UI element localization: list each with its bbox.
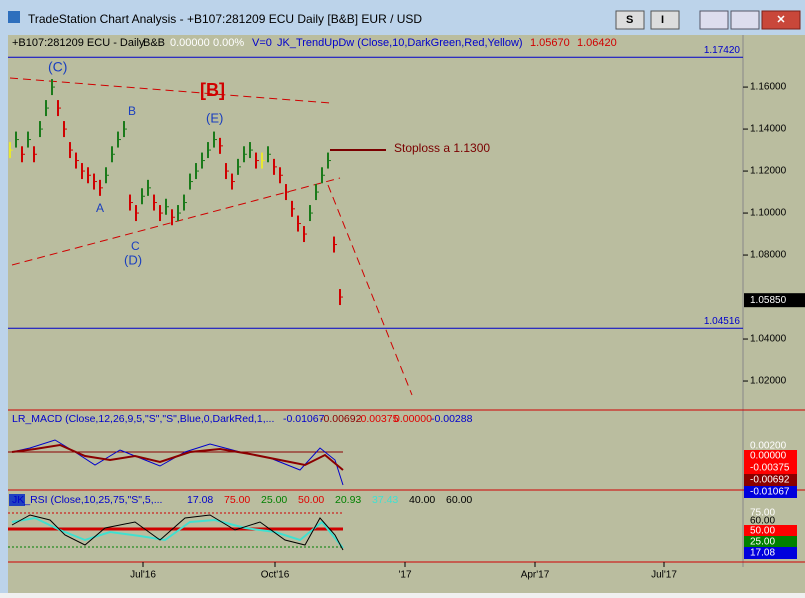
rsi-axis-box bbox=[744, 547, 797, 559]
x-tick-label: Jul'16 bbox=[130, 570, 156, 581]
wave-label: [B] bbox=[200, 80, 225, 100]
rsi-label: JK_RSI (Close,10,25,75,"S",5,... bbox=[12, 494, 162, 506]
wave-label: (C) bbox=[48, 59, 67, 75]
macd-signal bbox=[11, 443, 344, 471]
s-button-label: S bbox=[626, 14, 633, 26]
macd-axis-label: 0.00200 bbox=[750, 441, 787, 452]
rsi-value: 20.93 bbox=[335, 494, 361, 506]
x-tick-label: Apr'17 bbox=[521, 570, 550, 581]
time-axis-area bbox=[8, 567, 805, 593]
macd-label: LR_MACD (Close,12,26,9,5,"S","S",Blue,0,… bbox=[12, 413, 274, 425]
level-label: 1.17420 bbox=[704, 45, 741, 56]
macd-value: -0.00375 bbox=[357, 413, 399, 425]
macd-axis-box bbox=[744, 462, 797, 474]
header-item: +B107:281209 ECU - Daily bbox=[12, 37, 145, 49]
macd-axis-box bbox=[744, 486, 797, 498]
minimize[interactable] bbox=[699, 10, 729, 30]
macd-axis-label: 0.00000 bbox=[750, 451, 787, 462]
rsi-value: 50.00 bbox=[298, 494, 324, 506]
wave-label: C bbox=[131, 239, 140, 253]
macd-value: -0.01067 bbox=[283, 413, 325, 425]
macd-value: -0.00288 bbox=[431, 413, 473, 425]
window-title: TradeStation Chart Analysis - +B107:2812… bbox=[28, 12, 422, 26]
macd-axis-box bbox=[744, 474, 797, 486]
header-item: B&B bbox=[143, 37, 165, 49]
maximize[interactable] bbox=[730, 10, 760, 30]
header-item: 1.05670 bbox=[530, 37, 570, 49]
rsi-value: 75.00 bbox=[224, 494, 250, 506]
x-tick-label: Oct'16 bbox=[261, 570, 290, 581]
macd-axis-label: -0.01067 bbox=[750, 487, 790, 498]
rsi-line bbox=[11, 514, 344, 551]
last-price-box bbox=[744, 293, 805, 308]
rsi-value: 40.00 bbox=[409, 494, 435, 506]
x-tick-label: Jul'17 bbox=[651, 570, 677, 581]
macd-axis-label: -0.00692 bbox=[750, 475, 790, 486]
trendline bbox=[11, 177, 341, 266]
rsi-axis-box bbox=[744, 536, 797, 548]
rsi-avg bbox=[11, 516, 344, 549]
rsi-axis-label: 60.00 bbox=[750, 516, 775, 527]
macd-value: 0.00000 bbox=[394, 413, 432, 425]
y-tick-label: 1.12000 bbox=[750, 166, 787, 177]
chart-area bbox=[8, 35, 805, 567]
rsi-value: 17.08 bbox=[187, 494, 213, 506]
header-item: 1.06420 bbox=[577, 37, 617, 49]
y-tick-label: 1.02000 bbox=[750, 376, 787, 387]
macd-axis-box bbox=[744, 450, 797, 462]
rsi-axis-box bbox=[744, 525, 797, 537]
i-button[interactable] bbox=[650, 10, 680, 30]
wave-label: A bbox=[96, 201, 104, 215]
header-item: 0.00% bbox=[213, 37, 244, 49]
last-price: 1.05850 bbox=[750, 295, 787, 306]
x-tick-label: '17 bbox=[398, 570, 411, 581]
rsi-axis-label: 17.08 bbox=[750, 548, 775, 559]
toolbar-buttons[interactable]: S I ✕ bbox=[615, 10, 801, 30]
rsi-axis-label: 25.00 bbox=[750, 537, 775, 548]
rsi-icon bbox=[9, 494, 25, 506]
app-icon bbox=[8, 11, 20, 23]
trendline bbox=[9, 77, 331, 104]
y-tick-label: 1.04000 bbox=[750, 334, 787, 345]
rsi-value: 25.00 bbox=[261, 494, 287, 506]
macd-value: -0.00692 bbox=[320, 413, 362, 425]
projection-line bbox=[327, 184, 413, 396]
rsi-axis-label: 75.00 bbox=[750, 508, 775, 519]
wave-label: B bbox=[128, 104, 136, 118]
y-tick-label: 1.08000 bbox=[750, 250, 787, 261]
s-button[interactable] bbox=[615, 10, 645, 30]
header-item: JK_TrendUpDw (Close,10,DarkGreen,Red,Yel… bbox=[277, 37, 523, 49]
wave-label: Stoploss a 1.1300 bbox=[394, 141, 490, 155]
y-tick-label: 1.10000 bbox=[750, 208, 787, 219]
close-x: ✕ bbox=[776, 14, 785, 26]
header-item: 0.00000 bbox=[170, 37, 210, 49]
header-item: V=0 bbox=[252, 37, 272, 49]
y-tick-label: 1.14000 bbox=[750, 124, 787, 135]
close[interactable] bbox=[761, 10, 801, 30]
rsi-axis-label: 50.00 bbox=[750, 526, 775, 537]
y-tick-label: 1.16000 bbox=[750, 82, 787, 93]
macd-line bbox=[11, 439, 344, 486]
wave-label: (E) bbox=[206, 110, 223, 125]
i-button-label: I bbox=[661, 14, 664, 26]
macd-axis-label: -0.00375 bbox=[750, 463, 790, 474]
rsi-value: 37.43 bbox=[372, 494, 398, 506]
rsi-value: 60.00 bbox=[446, 494, 472, 506]
wave-label: (D) bbox=[124, 252, 142, 267]
level-label: 1.04516 bbox=[704, 316, 741, 327]
